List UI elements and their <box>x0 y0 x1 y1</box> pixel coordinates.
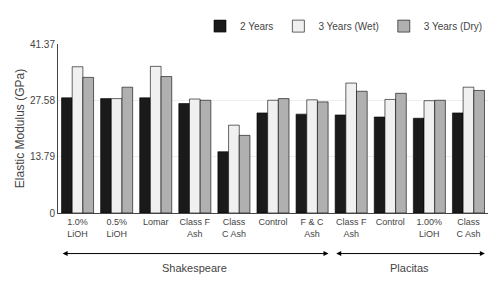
svg-text:Elastic Modulus (GPa): Elastic Modulus (GPa) <box>13 69 27 188</box>
svg-text:ClassC Ash: ClassC Ash <box>456 217 480 239</box>
svg-text:Class FAsh: Class FAsh <box>180 217 211 239</box>
svg-text:3 Years (Wet): 3 Years (Wet) <box>318 21 378 32</box>
svg-text:Lomar: Lomar <box>143 217 169 227</box>
svg-text:Placitas: Placitas <box>390 262 429 274</box>
svg-text:ClassC Ash: ClassC Ash <box>222 217 246 239</box>
svg-text:0: 0 <box>49 208 55 219</box>
svg-text:F & CAsh: F & CAsh <box>301 217 325 239</box>
svg-text:13.79: 13.79 <box>30 151 55 162</box>
svg-text:41.37: 41.37 <box>30 39 55 50</box>
svg-text:Class FAsh: Class FAsh <box>336 217 367 239</box>
svg-text:3 Years (Dry): 3 Years (Dry) <box>424 21 482 32</box>
svg-text:27.58: 27.58 <box>30 95 55 106</box>
svg-text:1.00%LiOH: 1.00%LiOH <box>417 217 443 239</box>
svg-text:Shakespeare: Shakespeare <box>162 262 227 274</box>
svg-text:Control: Control <box>376 217 405 227</box>
svg-text:1.0%LiOH: 1.0%LiOH <box>67 217 88 239</box>
svg-text:2 Years: 2 Years <box>240 21 273 32</box>
svg-text:Control: Control <box>258 217 287 227</box>
svg-text:0.5%LiOH: 0.5%LiOH <box>106 217 127 239</box>
